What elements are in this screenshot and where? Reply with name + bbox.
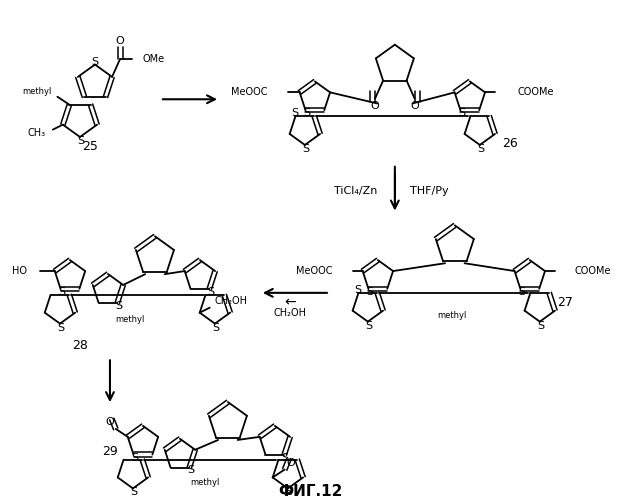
Text: methyl: methyl	[22, 88, 52, 96]
Text: methyl: methyl	[190, 478, 220, 487]
Text: S: S	[458, 108, 465, 118]
Text: S: S	[131, 452, 138, 462]
Text: ←: ←	[284, 296, 295, 310]
Text: S: S	[366, 287, 373, 297]
Text: CH₂OH: CH₂OH	[274, 308, 307, 318]
Text: S: S	[282, 452, 289, 462]
Text: TiCl₄/Zn: TiCl₄/Zn	[335, 186, 378, 196]
Text: O: O	[411, 102, 419, 112]
Text: O: O	[371, 102, 379, 112]
Text: CH₃: CH₃	[28, 128, 46, 138]
Text: O: O	[286, 458, 295, 468]
Text: MeOOC: MeOOC	[231, 88, 267, 98]
Text: S: S	[207, 287, 214, 297]
Text: OMe: OMe	[142, 54, 164, 64]
Text: COOMe: COOMe	[575, 266, 611, 276]
Text: S: S	[291, 108, 298, 118]
Text: S: S	[537, 320, 544, 330]
Text: methyl: methyl	[437, 311, 466, 320]
Text: S: S	[302, 144, 309, 154]
Text: ФИГ.12: ФИГ.12	[279, 484, 343, 499]
Text: 26: 26	[502, 138, 518, 150]
Text: S: S	[285, 488, 292, 498]
Text: HO: HO	[12, 266, 27, 276]
Text: S: S	[187, 466, 194, 475]
Text: S: S	[303, 108, 310, 118]
Text: S: S	[131, 488, 137, 498]
Text: 28: 28	[72, 339, 88, 352]
Text: S: S	[365, 320, 373, 330]
Text: S: S	[354, 285, 361, 295]
Text: S: S	[477, 144, 485, 154]
Text: THF/Py: THF/Py	[410, 186, 448, 196]
Text: S: S	[212, 322, 220, 332]
Text: 27: 27	[557, 296, 573, 310]
Text: O: O	[116, 36, 124, 46]
Text: S: S	[58, 287, 65, 297]
Text: CH₂OH: CH₂OH	[215, 296, 248, 306]
Text: S: S	[77, 136, 85, 146]
Text: S: S	[518, 287, 525, 297]
Text: 29: 29	[102, 445, 118, 458]
Text: COOMe: COOMe	[517, 88, 554, 98]
Text: MeOOC: MeOOC	[296, 266, 333, 276]
Text: S: S	[91, 56, 98, 66]
Text: S: S	[115, 300, 122, 310]
Text: O: O	[105, 417, 114, 427]
Text: methyl: methyl	[115, 315, 145, 324]
Text: 25: 25	[82, 140, 98, 153]
Text: S: S	[57, 322, 65, 332]
